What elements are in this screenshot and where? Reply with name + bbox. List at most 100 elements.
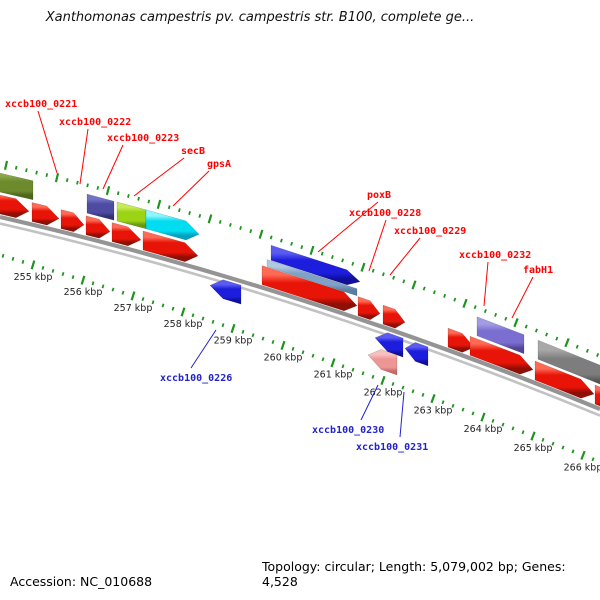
ruler-tick [591,457,595,462]
gene-arrow-xccb100_0228[interactable] [357,296,381,320]
gene-arrow[interactable] [537,339,600,389]
gene-label-xccb100_0223[interactable]: xccb100_0223 [107,133,179,144]
ruler-tick [167,205,171,210]
genome-backbone-shadow [0,222,600,417]
ruler-tick [291,346,295,351]
ruler-tick [21,259,25,264]
ruler-tick [45,173,49,178]
ruler-tick [541,437,545,442]
gene-arrow-secB[interactable] [116,201,147,230]
ruler-tick [178,208,181,213]
gene-arrow-xccb100_0229[interactable] [382,304,406,329]
ruler-label: 263 kbp [414,406,453,417]
gene-label-xccb100_0229[interactable]: xccb100_0229 [394,226,466,237]
ruler-tick [534,328,538,333]
label-leader-line [172,170,210,207]
ruler-tick [360,262,366,272]
gene-arrow-fabH1[interactable] [469,335,534,375]
ruler-label: 255 kbp [14,272,53,283]
ruler-tick [580,450,586,460]
gene-arrow-xccb100_0221[interactable] [31,202,60,226]
gene-label-gpsA[interactable]: gpsA [207,159,231,170]
ruler-tick [504,316,508,321]
ruler-tick [3,160,9,171]
ruler-tick [65,178,69,183]
ruler-tick [241,329,245,334]
ruler-tick [351,261,355,266]
gene-arrow[interactable] [0,170,34,201]
genome-map-canvas[interactable]: 255 kbp 256 kbp 257 kbp 258 kbp 259 kbp 260 k… [0,0,600,560]
gene-arrow-poxB[interactable] [270,244,361,286]
ruler-tick [258,229,264,239]
label-leader-line [133,157,185,197]
ruler-tick [41,265,45,270]
ruler-tick [269,235,273,240]
gene-arrow[interactable] [111,222,142,247]
ruler-tick [127,194,130,198]
gene-label-xccb100_0228[interactable]: xccb100_0228 [349,208,421,219]
ruler-tick [341,364,345,369]
label-leader-line [102,144,124,190]
genome-backbone [0,214,600,411]
gene-arrow[interactable] [0,191,30,218]
ruler-tick [511,426,515,431]
ruler-tick [96,185,100,190]
ruler-tick [371,268,375,273]
gene-arrow[interactable] [261,265,358,312]
gene-label-fabH1[interactable]: fabH1 [523,265,553,276]
gene-arrow-xccb100_0231[interactable] [404,342,429,367]
ruler-tick [381,272,385,277]
gene-arrow[interactable] [447,327,475,353]
gene-label-poxB[interactable]: poxB [367,190,391,201]
gene-arrow[interactable] [534,360,595,399]
ruler-tick [91,281,95,286]
ruler-tick [198,213,202,218]
label-leader-line [511,276,534,319]
gene-arrow-xccb100_0230[interactable] [367,349,398,376]
gene-label-xccb100_0226[interactable]: xccb100_0226 [160,373,232,384]
gene-arrow[interactable] [374,332,404,358]
ruler-tick [380,375,386,386]
status-accession: Accession: NC_010688 [10,574,153,589]
gene-label-secB[interactable]: secB [181,146,205,157]
ruler-tick [11,256,15,261]
ruler-tick [473,305,477,310]
ruler-tick [25,168,28,173]
gene-arrow-xccb100_0223[interactable] [86,193,115,221]
gene-arrow[interactable] [594,384,600,410]
gene-label-xccb100_0231[interactable]: xccb100_0231 [356,442,428,453]
ruler-tick [61,272,65,276]
ruler-tick [71,275,75,280]
gene-label-xccb100_0230[interactable]: xccb100_0230 [312,425,384,436]
gene-arrow-xccb100_0232[interactable] [476,316,525,355]
gene-arrow-xccb100_0226[interactable] [209,279,242,305]
genome-map-svg[interactable]: 255 kbp 256 kbp 257 kbp 258 kbp 259 kbp 260 k… [0,0,600,560]
ruler-tick [483,308,487,313]
ruler-tick [571,449,575,454]
ruler-tick [330,358,336,368]
gene-label-xccb100_0221[interactable]: xccb100_0221 [5,99,77,110]
gene-arrow-xccb100_0222[interactable] [60,209,85,233]
ruler-tick [551,441,555,446]
gene-label-xccb100_0232[interactable]: xccb100_0232 [459,250,531,261]
label-leader-line [360,384,379,421]
ruler-tick [76,180,79,185]
gene-arrow[interactable] [266,259,358,297]
ruler-tick [271,339,275,344]
ruler-tick [261,336,265,341]
gene-arrow-gpsA[interactable] [145,209,200,241]
ruler-tick [585,348,589,353]
gene-arrow[interactable] [142,230,199,262]
ruler-tick [207,214,213,224]
ruler-tick [111,287,115,292]
ruler-tick [491,418,495,423]
gene-arrow[interactable] [85,215,111,239]
gene-label-xccb100_0222[interactable]: xccb100_0222 [59,117,131,128]
ruler-tick [441,400,445,405]
ruler-tick [147,199,151,204]
ruler-tick [453,297,457,302]
ruler-label: 265 kbp [514,443,553,454]
ruler-tick [391,382,395,387]
ruler-tick [361,371,365,376]
